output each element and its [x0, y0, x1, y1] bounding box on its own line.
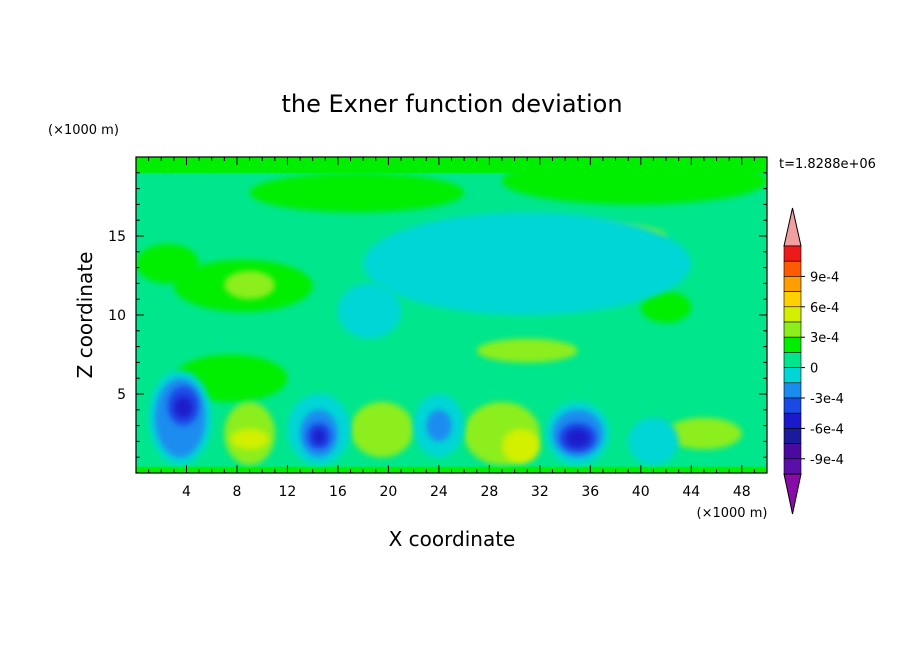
y-tick-label: 5 [117, 387, 126, 403]
colorbar-label: 6e-4 [810, 301, 839, 316]
x-tick-label: 8 [232, 484, 241, 500]
x-tick-label: 12 [279, 484, 297, 500]
x-axis: 4 8 12 16 20 24 28 32 36 40 44 48 [148, 157, 755, 500]
contour-region [640, 291, 692, 323]
colorbar-label: -9e-4 [810, 453, 844, 468]
contour-region [224, 270, 275, 300]
contour-region [628, 417, 679, 466]
colorbar-level [783, 260, 802, 277]
colorbar-level [783, 412, 802, 429]
contour-region [230, 428, 269, 450]
colorbar-level [783, 245, 802, 262]
colorbar-label: -3e-4 [810, 392, 844, 407]
colorbar-level [783, 382, 802, 399]
contour-region [666, 417, 742, 450]
colorbar-level [783, 443, 802, 460]
colorbar-label: 0 [810, 362, 818, 377]
x-tick-label: 36 [581, 484, 599, 500]
x-tick-label: 32 [531, 484, 549, 500]
time-label: t=1.8288e+06 [779, 157, 876, 172]
chart-title: the Exner function deviation [281, 90, 622, 118]
contour-region [363, 212, 692, 315]
colorbar-level [783, 367, 802, 384]
colorbar-min-triangle [783, 473, 802, 515]
x-tick-label: 16 [329, 484, 347, 500]
colorbar-level [783, 458, 802, 475]
contour-region [565, 428, 591, 448]
x-tick-label: 28 [480, 484, 498, 500]
colorbar-level [783, 321, 802, 338]
y-axis: 5 10 15 [108, 172, 767, 458]
colorbar-max-triangle [783, 207, 802, 247]
contour-region [501, 428, 540, 464]
x-tick-label: 48 [733, 484, 751, 500]
colorbar-label: -6e-4 [810, 422, 844, 437]
contour-region [337, 283, 402, 339]
contour-region [312, 428, 326, 445]
x-tick-label: 40 [632, 484, 650, 500]
x-axis-label: X coordinate [389, 527, 516, 551]
colorbar-label: 9e-4 [810, 270, 839, 285]
contour-region [426, 409, 452, 442]
colorbar-level [783, 352, 802, 368]
y-axis-label: Z coordinate [73, 252, 97, 379]
contour-region [501, 157, 767, 205]
y-tick-label: 15 [108, 229, 126, 245]
y-unit-label: (×1000 m) [48, 123, 119, 138]
contour-region [173, 397, 193, 418]
colorbar-level [783, 291, 802, 308]
contour-regions [136, 157, 767, 473]
colorbar-level [783, 397, 802, 414]
colorbar-level [783, 428, 802, 444]
x-unit-label: (×1000 m) [697, 506, 768, 521]
y-tick-label: 10 [108, 308, 126, 324]
colorbar-level [783, 306, 802, 323]
colorbar-label: 3e-4 [810, 331, 839, 346]
colorbar-level [783, 276, 802, 292]
contour-region [249, 172, 465, 213]
contour-region [350, 401, 414, 458]
x-tick-label: 4 [182, 484, 191, 500]
x-tick-label: 20 [379, 484, 397, 500]
colorbar: 9e-4 6e-4 3e-4 0 -3e-4 -6e-4 -9e-4 [783, 207, 844, 515]
contour-region [476, 338, 578, 363]
x-tick-label: 24 [430, 484, 448, 500]
x-tick-label: 44 [682, 484, 700, 500]
colorbar-level [783, 336, 802, 353]
